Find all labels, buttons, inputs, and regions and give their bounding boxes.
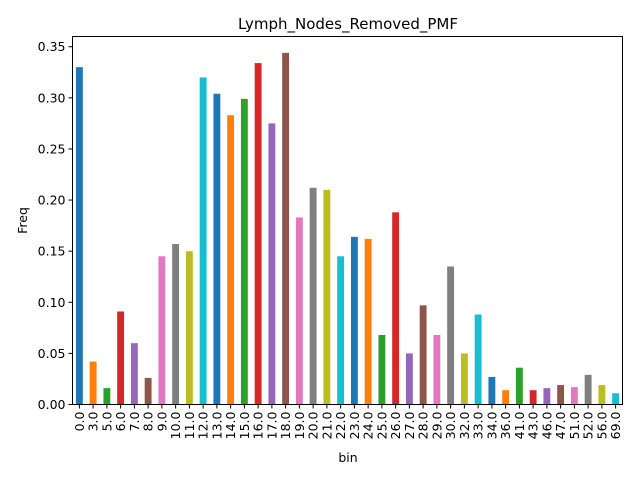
x-axis-label: bin xyxy=(338,450,357,465)
x-tick-label: 17.0 xyxy=(264,411,279,439)
bar-46.0 xyxy=(543,388,551,405)
y-tick-label: 0.30 xyxy=(38,90,66,105)
bar-8.0 xyxy=(144,377,152,405)
bar-22.0 xyxy=(337,256,345,405)
x-tick-label: 47.0 xyxy=(553,411,568,439)
y-tick-label: 0.15 xyxy=(38,244,66,259)
x-tick-label: 7.0 xyxy=(127,411,142,431)
x-tick-label: 9.0 xyxy=(154,411,169,431)
chart-title: Lymph_Nodes_Removed_PMF xyxy=(238,15,458,34)
x-tick-label: 46.0 xyxy=(539,411,554,439)
x-tick-label: 36.0 xyxy=(498,411,513,439)
x-tick-label: 0.0 xyxy=(72,411,87,431)
x-tick-label: 12.0 xyxy=(196,411,211,439)
bar-9.0 xyxy=(158,256,166,405)
bar-47.0 xyxy=(557,385,565,405)
bar-16.0 xyxy=(254,63,262,405)
bar-69.0 xyxy=(612,393,620,405)
bar-18.0 xyxy=(282,52,290,405)
x-tick-label: 69.0 xyxy=(608,411,623,439)
x-tick-label: 3.0 xyxy=(86,411,101,431)
bar-7.0 xyxy=(130,343,138,405)
plot-frame xyxy=(72,36,623,405)
bar-3.0 xyxy=(89,361,97,405)
y-tick-label: 0.00 xyxy=(38,397,66,412)
y-tick-label: 0.35 xyxy=(38,39,66,54)
x-tick-label: 11.0 xyxy=(182,411,197,439)
bars-group xyxy=(75,52,620,405)
bar-32.0 xyxy=(460,353,468,405)
bar-14.0 xyxy=(227,115,235,405)
x-tick-label: 33.0 xyxy=(471,411,486,439)
x-tick-label: 43.0 xyxy=(526,411,541,439)
x-tick-label: 8.0 xyxy=(141,411,156,431)
x-tick-label: 16.0 xyxy=(251,411,266,439)
bar-25.0 xyxy=(378,334,386,405)
x-tick-label: 51.0 xyxy=(567,411,582,439)
x-tick-label: 56.0 xyxy=(594,411,609,439)
bar-33.0 xyxy=(474,314,482,405)
bar-56.0 xyxy=(598,385,606,405)
bar-12.0 xyxy=(199,77,207,405)
x-tick-label: 25.0 xyxy=(374,411,389,439)
x-tick-label: 18.0 xyxy=(278,411,293,439)
bar-36.0 xyxy=(502,390,510,405)
x-tick-label: 24.0 xyxy=(361,411,376,439)
x-tick-label: 21.0 xyxy=(319,411,334,439)
bar-13.0 xyxy=(213,93,221,405)
bar-24.0 xyxy=(364,238,372,405)
x-tick-label: 29.0 xyxy=(429,411,444,439)
x-tick-label: 52.0 xyxy=(581,411,596,439)
bar-20.0 xyxy=(309,187,317,405)
x-tick-label: 15.0 xyxy=(237,411,252,439)
bar-19.0 xyxy=(295,217,303,405)
x-tick-label: 26.0 xyxy=(388,411,403,439)
y-tick-label: 0.25 xyxy=(38,141,66,156)
y-axis-ticks: 0.00 0.05 0.10 0.15 0.20 0.25 0.30 0.35 xyxy=(38,39,73,412)
y-tick-label: 0.05 xyxy=(38,346,66,361)
x-tick-label: 23.0 xyxy=(347,411,362,439)
x-tick-label: 20.0 xyxy=(306,411,321,439)
bar-29.0 xyxy=(433,334,441,405)
bar-10.0 xyxy=(172,244,180,405)
x-tick-label: 22.0 xyxy=(333,411,348,439)
bar-6.0 xyxy=(117,311,125,405)
bar-52.0 xyxy=(584,374,592,405)
x-tick-label: 27.0 xyxy=(402,411,417,439)
x-tick-label: 30.0 xyxy=(443,411,458,439)
x-axis-ticks: 0.03.05.06.07.08.09.010.011.012.013.014.… xyxy=(72,404,623,439)
x-tick-label: 41.0 xyxy=(512,411,527,439)
y-axis-label: Freq xyxy=(15,207,30,234)
bar-28.0 xyxy=(419,305,427,405)
x-tick-label: 19.0 xyxy=(292,411,307,439)
bar-15.0 xyxy=(240,98,248,405)
y-tick-label: 0.10 xyxy=(38,295,66,310)
bar-26.0 xyxy=(392,212,400,405)
bar-5.0 xyxy=(103,388,111,405)
x-tick-label: 6.0 xyxy=(113,411,128,431)
x-tick-label: 34.0 xyxy=(484,411,499,439)
bar-43.0 xyxy=(529,390,537,405)
x-tick-label: 5.0 xyxy=(99,411,114,431)
bar-41.0 xyxy=(515,367,523,405)
bar-21.0 xyxy=(323,189,331,405)
bar-23.0 xyxy=(350,236,358,405)
bar-11.0 xyxy=(185,251,193,405)
bar-27.0 xyxy=(405,353,413,405)
bar-51.0 xyxy=(570,387,578,405)
x-tick-label: 13.0 xyxy=(209,411,224,439)
x-tick-label: 14.0 xyxy=(223,411,238,439)
bar-30.0 xyxy=(447,266,455,405)
x-tick-label: 28.0 xyxy=(416,411,431,439)
x-tick-label: 32.0 xyxy=(457,411,472,439)
bar-0.0 xyxy=(75,67,83,405)
x-tick-label: 10.0 xyxy=(168,411,183,439)
bar-34.0 xyxy=(488,376,496,405)
y-tick-label: 0.20 xyxy=(38,193,66,208)
bar-17.0 xyxy=(268,123,276,405)
